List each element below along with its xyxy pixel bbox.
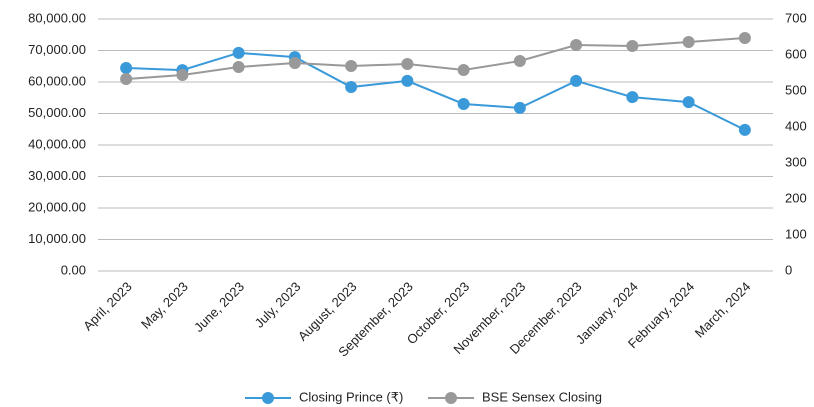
y2-tick-label: 700 — [785, 10, 807, 25]
y-tick-label: 20,000.00 — [28, 199, 86, 214]
series-point — [738, 123, 751, 136]
series-line — [126, 51, 746, 131]
legend-label: Closing Prince (₹) — [299, 389, 403, 404]
series-point — [738, 31, 751, 44]
y-tick-label: 0.00 — [61, 262, 86, 277]
series-point — [513, 101, 526, 114]
y2-tick-label: 200 — [785, 190, 807, 205]
y-tick-label: 60,000.00 — [28, 73, 86, 88]
series-point — [457, 97, 470, 110]
x-tick-label: April, 2023 — [80, 279, 135, 334]
series-line — [126, 36, 745, 81]
series-point — [682, 96, 695, 109]
legend-label: BSE Sensex Closing — [482, 389, 602, 404]
legend-marker — [445, 392, 457, 404]
y2-tick-label: 100 — [785, 226, 807, 241]
y-tick-label: 80,000.00 — [28, 10, 86, 25]
y2-tick-label: 500 — [785, 82, 807, 97]
series-point — [120, 61, 133, 74]
series-point — [401, 74, 414, 87]
y-tick-label: 50,000.00 — [28, 105, 86, 120]
series-point — [176, 69, 189, 82]
series-point — [232, 61, 245, 74]
y2-tick-label: 400 — [785, 118, 807, 133]
y-tick-label: 10,000.00 — [28, 231, 86, 246]
y-tick-label: 70,000.00 — [28, 42, 86, 57]
series-point — [288, 57, 301, 70]
series-point — [570, 74, 583, 87]
y2-tick-label: 600 — [785, 46, 807, 61]
series-point — [401, 58, 414, 71]
series-point — [457, 63, 470, 76]
y-tick-label: 40,000.00 — [28, 136, 86, 151]
series-point — [345, 59, 358, 72]
series-point — [626, 91, 639, 104]
x-tick-label: May, 2023 — [138, 279, 191, 332]
y-tick-label: 30,000.00 — [28, 168, 86, 183]
legend-marker — [262, 392, 274, 404]
series-point — [682, 35, 695, 48]
x-tick-label: March, 2024 — [692, 279, 754, 341]
series-point — [232, 46, 245, 59]
x-tick-label: July, 2023 — [252, 279, 304, 331]
series-point — [626, 39, 639, 52]
series-point — [345, 81, 358, 94]
y2-tick-label: 0 — [785, 262, 792, 277]
x-tick-label: June, 2023 — [191, 279, 247, 335]
series-point — [513, 54, 526, 67]
y2-tick-label: 300 — [785, 154, 807, 169]
series-point — [570, 38, 583, 51]
series-point — [120, 73, 133, 86]
